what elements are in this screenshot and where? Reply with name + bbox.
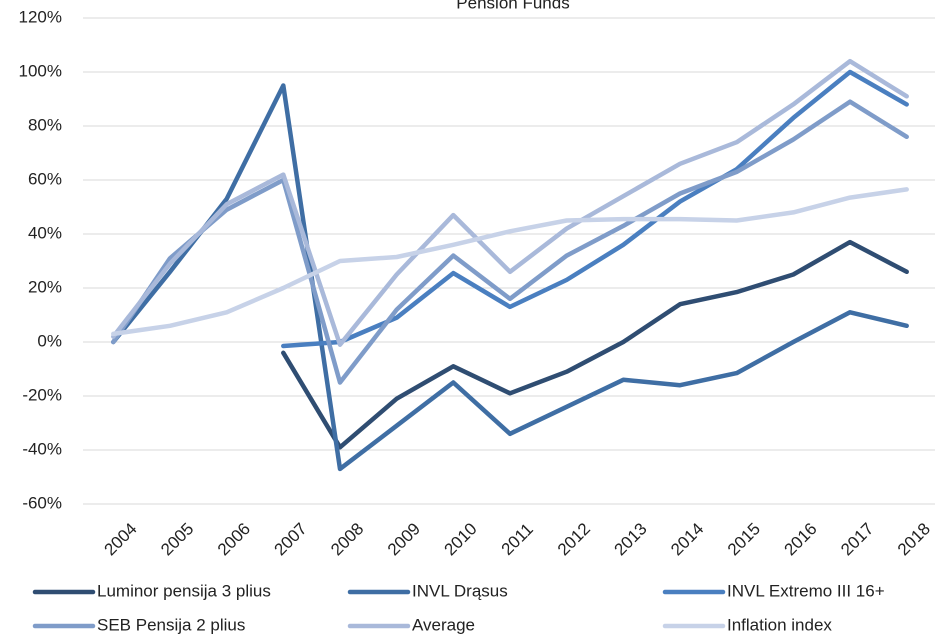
y-tick-label: 60% (28, 169, 62, 188)
y-tick-label: 100% (19, 61, 62, 80)
legend-item: SEB Pensija 2 plius (32, 615, 245, 634)
x-tick-label: 2013 (611, 519, 651, 559)
x-tick-label: 2005 (157, 519, 197, 559)
x-tick-label: 2007 (271, 519, 311, 559)
x-tick-label: 2017 (837, 519, 877, 559)
y-tick-label: 0% (37, 331, 62, 350)
series-line (281, 239, 909, 450)
y-tick-label: 20% (28, 277, 62, 296)
y-tick-label: 80% (28, 115, 62, 134)
legend-label: INVL Extremo III 16+ (727, 581, 885, 600)
legend-label: SEB Pensija 2 plius (97, 615, 245, 634)
x-tick-label: 2010 (441, 519, 481, 559)
legend-item: Luminor pensija 3 plius (32, 581, 271, 600)
chart-title: Pension Funds (456, 0, 569, 12)
legend-label: Average (412, 615, 475, 634)
legend-label: INVL Drąsus (412, 581, 508, 600)
legend-label: Inflation index (727, 615, 832, 634)
legend-item: Average (347, 615, 475, 634)
y-tick-label: 40% (28, 223, 62, 242)
x-tick-label: 2012 (554, 519, 594, 559)
series-line (111, 99, 909, 385)
series-line (111, 187, 909, 337)
legend-item: INVL Extremo III 16+ (662, 581, 885, 600)
x-tick-label: 2016 (781, 519, 821, 559)
legend-item: Inflation index (662, 615, 832, 634)
series-line (111, 83, 909, 472)
x-tick-label: 2018 (894, 519, 934, 559)
x-tick-label: 2004 (101, 519, 141, 559)
series-line (111, 58, 909, 347)
y-tick-label: -40% (22, 439, 62, 458)
legend-label: Luminor pensija 3 plius (97, 581, 271, 600)
y-tick-label: -60% (22, 493, 62, 512)
x-tick-label: 2006 (214, 519, 254, 559)
y-tick-label: 120% (19, 7, 62, 26)
legend-item: INVL Drąsus (347, 581, 508, 600)
x-tick-label: 2015 (724, 519, 764, 559)
x-tick-label: 2011 (498, 520, 537, 559)
x-tick-label: 2014 (667, 519, 707, 559)
x-tick-label: 2009 (384, 519, 424, 559)
x-tick-label: 2008 (327, 519, 367, 559)
y-tick-label: -20% (22, 385, 62, 404)
